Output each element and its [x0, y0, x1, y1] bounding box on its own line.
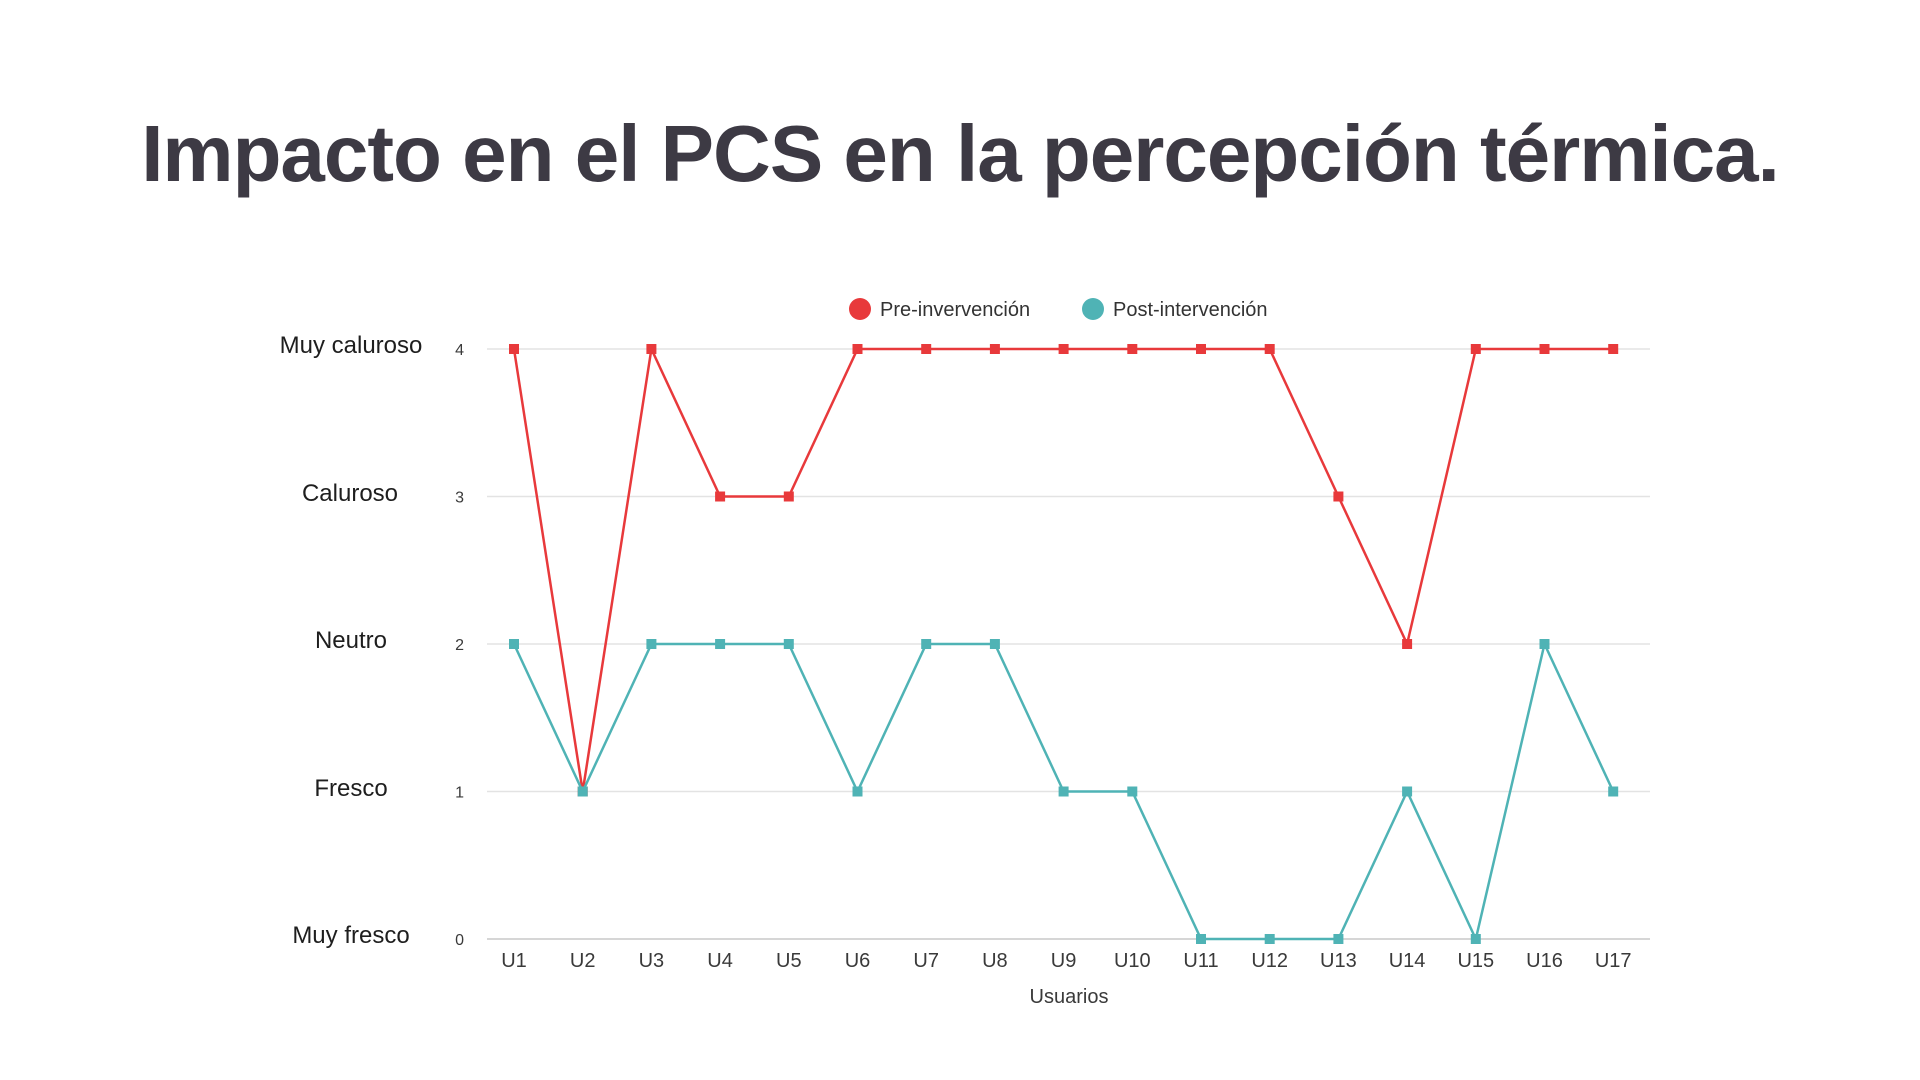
x-tick-label: U7	[913, 950, 939, 972]
data-point	[1402, 639, 1413, 649]
data-point	[852, 344, 863, 354]
x-tick-label: U2	[570, 950, 596, 972]
legend-item[interactable]: Post-intervención	[1082, 298, 1268, 321]
x-tick-label: U6	[845, 950, 871, 972]
y-category-label: Muy caluroso	[279, 332, 423, 359]
y-tick-label: 1	[455, 785, 464, 802]
x-tick-label: U16	[1526, 950, 1563, 972]
x-tick-label: U13	[1320, 950, 1357, 972]
x-tick-label: U9	[1051, 950, 1077, 972]
series-pre	[509, 344, 1619, 797]
data-point	[1264, 344, 1275, 354]
data-point	[1539, 344, 1550, 354]
x-tick-labels: U1 U2 U3 U4 U5 U6 U7 U8 U9 U10 U11 U12 U13 U14 U15 U16 U…	[501, 950, 1631, 972]
x-tick-label: U5	[776, 950, 802, 972]
y-tick-label: 4	[455, 342, 464, 359]
data-point	[1539, 639, 1550, 649]
x-tick-label: U8	[982, 950, 1008, 972]
page-title: Impacto en el PCS en la percepción térmi…	[141, 109, 1780, 198]
x-tick-label: U14	[1389, 950, 1426, 972]
x-tick-label: U3	[639, 950, 665, 972]
y-tick-label: 0	[455, 932, 464, 949]
data-point	[1058, 786, 1069, 797]
data-point	[1264, 934, 1275, 944]
data-point	[577, 786, 588, 797]
y-category-label: Muy fresco	[292, 922, 410, 949]
data-point	[1608, 786, 1619, 797]
legend-marker	[1082, 298, 1104, 320]
x-tick-label: U1	[501, 950, 527, 972]
data-point	[989, 344, 1000, 354]
data-point	[1402, 786, 1413, 797]
data-point	[1333, 934, 1344, 944]
legend-label: Post-intervención	[1113, 299, 1268, 321]
x-tick-label: U17	[1595, 950, 1632, 972]
legend-item[interactable]: Pre-invervención	[849, 298, 1030, 321]
data-point	[1608, 344, 1619, 354]
y-tick-label: 2	[455, 637, 464, 654]
data-point	[509, 344, 519, 354]
x-tick-label: U10	[1114, 950, 1151, 972]
data-point	[1470, 344, 1481, 354]
data-point	[1470, 934, 1481, 944]
y-tick-labels: 0 1 2 3 4	[455, 342, 464, 949]
data-point	[715, 639, 726, 649]
data-point	[646, 639, 657, 649]
y-category-label: Caluroso	[301, 479, 399, 507]
data-point	[852, 786, 863, 797]
data-point	[1196, 344, 1206, 354]
legend[interactable]: Pre-invervención Post-intervención	[849, 298, 1268, 321]
legend-marker	[849, 298, 871, 320]
x-tick-label: U11	[1183, 950, 1218, 972]
data-point	[921, 639, 932, 649]
data-point	[509, 639, 519, 649]
x-axis-title: Usuarios	[1030, 986, 1109, 1008]
data-point	[1196, 934, 1206, 944]
series-layer	[509, 344, 1619, 944]
data-point	[989, 639, 1000, 649]
data-point	[1058, 344, 1069, 354]
series-post	[509, 639, 1619, 944]
y-category-label: Fresco	[314, 774, 388, 802]
y-tick-label: 3	[455, 490, 464, 507]
data-point	[1333, 491, 1344, 502]
data-point	[646, 344, 657, 354]
legend-label: Pre-invervención	[880, 299, 1030, 321]
x-tick-label: U4	[707, 950, 733, 972]
x-tick-label: U15	[1457, 950, 1494, 972]
data-point	[1127, 786, 1138, 797]
data-point	[921, 344, 932, 354]
data-point	[1127, 344, 1138, 354]
data-point	[783, 491, 794, 502]
y-category-label: Neutro	[314, 627, 388, 654]
series-line	[512, 344, 1614, 792]
x-tick-label: U12	[1251, 950, 1288, 972]
data-point	[715, 491, 726, 502]
data-point	[783, 639, 794, 649]
